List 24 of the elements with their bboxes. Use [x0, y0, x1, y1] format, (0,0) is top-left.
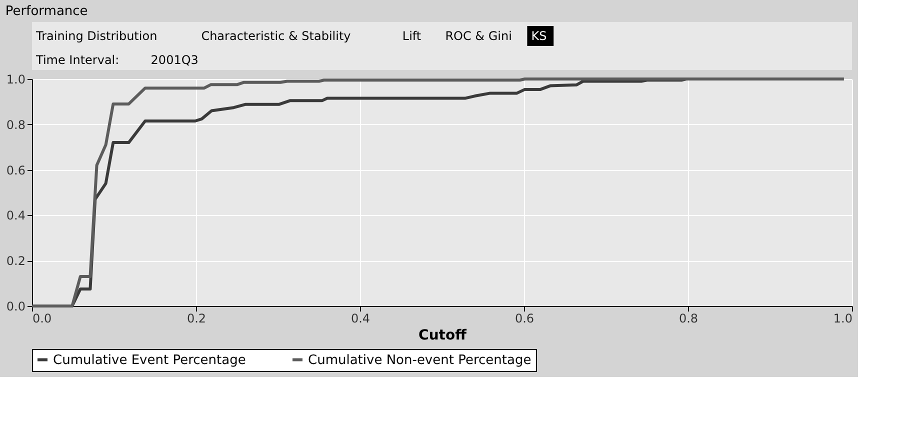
text: Lift	[402, 29, 422, 43]
text: Time Interval:	[35, 53, 120, 67]
y-tick-label: 0.6	[6, 163, 26, 178]
y-tick-label: 1.0	[6, 72, 26, 86]
x-tick-label: 0.8	[678, 312, 698, 326]
y-tick-label: 0.4	[6, 208, 26, 223]
x-tick-label: 0.0	[32, 312, 52, 326]
text: Training Distribution	[35, 29, 158, 43]
chart-title: Performance	[5, 4, 88, 19]
legend-label: Cumulative Event Percentage	[53, 352, 246, 368]
x-axis-title: Cutoff	[418, 328, 468, 344]
text: KS	[531, 29, 547, 43]
line-series	[30, 78, 846, 308]
x-tick-label: 0.4	[350, 312, 370, 326]
text: Characteristic & Stability	[201, 29, 351, 43]
text: ROC & Gini	[445, 29, 512, 43]
y-tick-label: 0.2	[6, 254, 26, 268]
x-tick-label: 0.2	[186, 312, 206, 326]
legend-label: Cumulative Non-event Percentage	[308, 352, 532, 368]
x-tick-label: 1.0	[833, 312, 852, 326]
text: 2001Q3	[150, 53, 198, 67]
y-tick-label: 0.8	[6, 118, 26, 132]
x-tick-label: 0.6	[514, 312, 534, 326]
y-tick-label: 0.0	[6, 300, 26, 314]
